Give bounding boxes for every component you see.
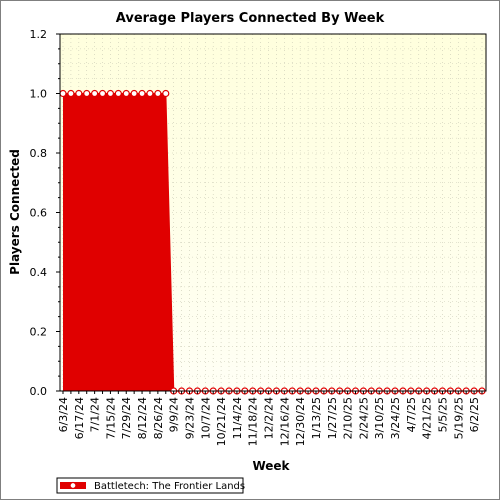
x-tick-label: 10/7/24 <box>199 397 212 439</box>
x-tick-label: 12/16/24 <box>278 397 291 446</box>
x-tick-label: 1/27/25 <box>326 397 339 439</box>
data-point <box>91 89 99 98</box>
x-tick-label: 6/3/24 <box>57 397 70 432</box>
data-point <box>106 89 115 98</box>
chart-title: Average Players Connected By Week <box>116 11 385 26</box>
data-point <box>146 89 154 98</box>
data-point <box>98 89 107 98</box>
x-tick-label: 9/23/24 <box>183 397 196 439</box>
x-tick-label: 3/10/25 <box>373 397 386 439</box>
data-point <box>162 89 170 98</box>
data-point <box>67 89 75 98</box>
x-tick-label: 1/13/25 <box>310 397 323 439</box>
legend-box <box>56 477 244 494</box>
x-tick-label: 6/2/25 <box>468 397 481 432</box>
x-tick-label: 9/9/24 <box>168 397 181 432</box>
x-tick-label: 10/21/24 <box>215 397 228 446</box>
y-tick-label: 0.8 <box>30 147 48 160</box>
y-tick-label: 0.2 <box>30 326 48 339</box>
x-axis-label: Week <box>252 459 290 473</box>
legend-label: Battletech: The Frontier Lands <box>94 481 245 492</box>
x-tick-label: 8/12/24 <box>136 397 149 439</box>
x-tick-label: 12/30/24 <box>294 397 307 446</box>
x-tick-label: 3/24/25 <box>389 397 402 439</box>
x-tick-label: 5/5/25 <box>436 397 449 432</box>
x-tick-label: 4/7/25 <box>405 397 418 432</box>
x-tick-label: 2/24/25 <box>357 397 370 439</box>
y-tick-label: 0.0 <box>30 385 48 398</box>
y-tick-label: 0.4 <box>30 266 48 279</box>
x-tick-label: 7/15/24 <box>104 397 117 439</box>
data-point <box>75 89 83 98</box>
legend-marker <box>69 481 77 490</box>
x-tick-label: 4/21/25 <box>421 397 434 439</box>
x-tick-label: 12/2/24 <box>263 397 276 439</box>
data-point <box>122 89 130 98</box>
x-tick-label: 7/1/24 <box>89 397 102 432</box>
y-tick-label: 1.2 <box>30 28 48 41</box>
data-point <box>83 89 91 98</box>
x-tick-label: 6/17/24 <box>73 397 86 439</box>
x-tick-label: 11/4/24 <box>231 397 244 439</box>
data-point <box>59 89 67 98</box>
data-point <box>114 89 122 98</box>
y-tick-label: 1.0 <box>30 88 48 101</box>
y-tick-label: 0.6 <box>30 207 48 220</box>
x-tick-label: 11/18/24 <box>247 397 260 446</box>
data-point <box>154 89 162 98</box>
x-tick-label: 2/10/25 <box>342 397 355 439</box>
data-point <box>138 89 146 98</box>
legend: Battletech: The Frontier Lands <box>56 477 245 494</box>
data-point <box>130 89 138 98</box>
x-tick-label: 8/26/24 <box>152 397 165 439</box>
x-tick-label: 5/19/25 <box>452 397 465 439</box>
y-axis-label: Players Connected <box>8 149 22 275</box>
x-tick-label: 7/29/24 <box>120 397 133 439</box>
